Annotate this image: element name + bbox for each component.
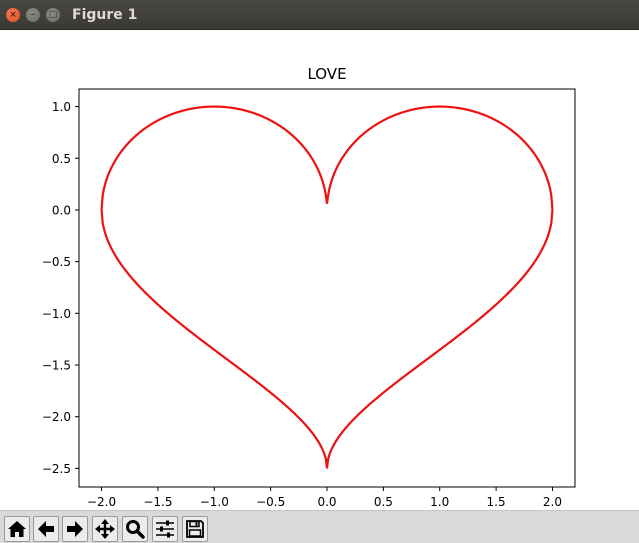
save-button[interactable] [182,516,208,542]
y-tick-label: −1.5 [42,359,71,373]
forward-arrow-icon [67,521,83,537]
x-tick-label: 1.5 [487,495,506,509]
x-tick-label: 0.0 [317,495,336,509]
chart-svg: LOVE −2.0 −1.5 −1.0 −0.5 0.0 0.5 1.0 1.5 2.0 1.0 0… [42,65,576,509]
heart-curve-lower [100,209,554,469]
x-tick-label: −0.5 [256,495,285,509]
heart-curve-upper [100,105,554,211]
maximize-window-button[interactable]: □ [46,8,60,22]
x-tick-label: 1.0 [430,495,449,509]
x-tick-label: −2.0 [87,495,116,509]
x-tick-label: −1.0 [200,495,229,509]
x-tick-label: −1.5 [143,495,172,509]
zoom-icon [126,520,145,539]
back-arrow-icon [38,521,54,537]
pan-button[interactable] [92,516,118,542]
minimize-window-button[interactable]: – [26,8,40,22]
axes-frame [78,88,576,488]
y-tick-label: −0.5 [42,255,71,269]
subplots-config-icon [156,520,174,538]
save-icon [186,520,204,538]
forward-button[interactable] [62,516,88,542]
y-tick-label: −1.0 [42,307,71,321]
zoom-button[interactable] [122,516,148,542]
home-icon [8,521,26,537]
y-tick-label: 1.0 [52,100,71,114]
pan-icon [95,519,115,539]
figure-canvas[interactable]: LOVE −2.0 −1.5 −1.0 −0.5 0.0 0.5 1.0 1.5 2.0 1.0 0… [0,30,639,510]
configure-subplots-button[interactable] [152,516,178,542]
y-tick-label: 0.5 [52,152,71,166]
y-tick-label: 0.0 [52,203,71,217]
window-title: Figure 1 [72,7,138,23]
window-titlebar: × – □ Figure 1 [0,0,639,30]
x-tick-label: 0.5 [374,495,393,509]
back-button[interactable] [33,516,59,542]
chart-title: LOVE [307,65,346,83]
home-button[interactable] [4,516,30,542]
close-window-button[interactable]: × [6,8,20,22]
y-tick-label: −2.5 [42,462,71,476]
navigation-toolbar [0,510,639,543]
y-tick-label: −2.0 [42,410,71,424]
x-tick-label: 2.0 [543,495,562,509]
